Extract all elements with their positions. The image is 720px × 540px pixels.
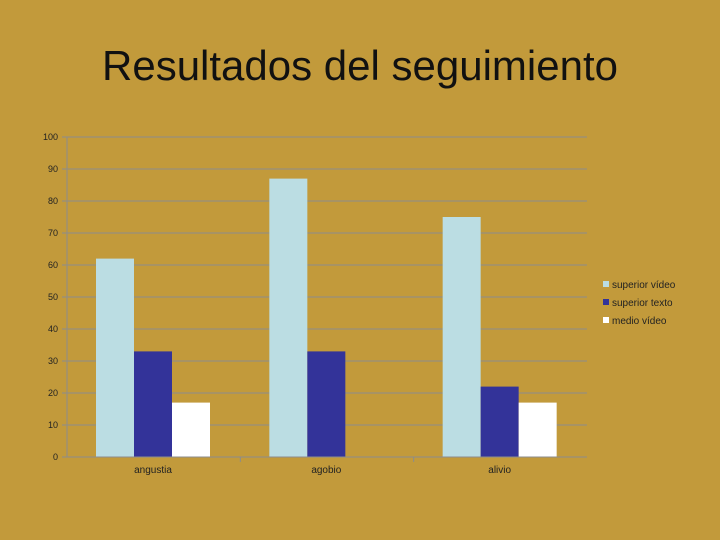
bar-superior-texto-alivio — [480, 386, 519, 457]
y-tick-label: 10 — [48, 420, 58, 430]
bar-superior-vídeo-alivio — [442, 217, 481, 457]
bar-superior-texto-agobio — [307, 351, 346, 457]
bar-medio-vídeo-alivio — [518, 402, 557, 457]
y-tick-labels: 0 10 20 30 40 50 60 70 80 90 100 — [43, 132, 58, 462]
x-tick-label: agobio — [311, 465, 341, 476]
y-tick-label: 0 — [53, 452, 58, 462]
legend-swatch — [603, 281, 609, 287]
y-tick-label: 90 — [48, 164, 58, 174]
legend-swatch — [603, 299, 609, 305]
legend-swatch — [603, 317, 609, 323]
y-tick-label: 80 — [48, 196, 58, 206]
y-tick-label: 100 — [43, 132, 58, 142]
axes — [66, 137, 587, 462]
y-tick-label: 30 — [48, 356, 58, 366]
y-tick-label: 70 — [48, 228, 58, 238]
x-tick-label: alivio — [488, 465, 511, 476]
legend-label: superior vídeo — [612, 280, 676, 291]
legend: superior vídeo superior texto medio vídeo — [603, 280, 676, 327]
x-tick-labels: angustia agobio alivio — [134, 465, 511, 476]
bars — [96, 178, 557, 457]
y-tick-label: 50 — [48, 292, 58, 302]
bar-superior-vídeo-agobio — [269, 178, 308, 457]
legend-label: superior texto — [612, 298, 673, 309]
y-tick-label: 60 — [48, 260, 58, 270]
legend-label: medio vídeo — [612, 316, 667, 327]
y-tick-label: 20 — [48, 388, 58, 398]
bar-superior-vídeo-angustia — [96, 258, 134, 457]
chart-title: Resultados del seguimiento — [102, 42, 618, 89]
y-tick-label: 40 — [48, 324, 58, 334]
bar-superior-texto-angustia — [134, 351, 172, 457]
bar-medio-vídeo-angustia — [172, 402, 210, 457]
x-tick-label: angustia — [134, 465, 172, 476]
